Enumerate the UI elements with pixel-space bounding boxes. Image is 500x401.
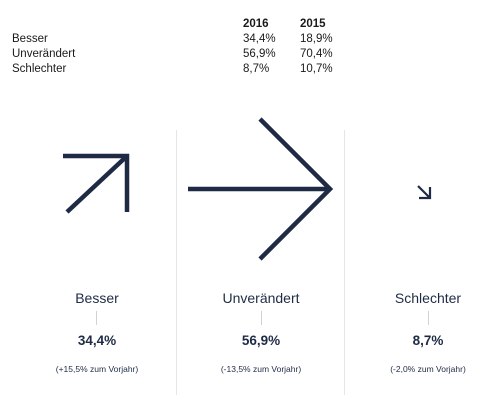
panel-label: Unverändert [222, 290, 300, 306]
arrow-up-right-icon [63, 153, 130, 214]
table-row-label: Unverändert [12, 48, 76, 60]
panel-change: (-2,0% zum Vorjahr) [390, 364, 466, 374]
panel-tick [428, 311, 429, 325]
arrow-down-right-icon [417, 185, 432, 200]
table-cell-2016: 8,7% [243, 63, 270, 75]
panel-value: 8,7% [412, 333, 444, 348]
panel-value: 56,9% [241, 333, 281, 348]
table-header-2015: 2015 [300, 18, 326, 30]
panel-label: Besser [75, 290, 119, 306]
table-cell-2016: 56,9% [243, 48, 276, 60]
table-cell-2015: 70,4% [300, 48, 333, 60]
table-cell-2015: 18,9% [300, 33, 333, 45]
panel-divider [176, 130, 177, 395]
panel-label: Schlechter [394, 290, 462, 306]
panel-tick [261, 311, 262, 325]
data-table: 2016 2015 Besser 34,4% 18,9% Unverändert… [0, 0, 500, 80]
table-cell-2016: 34,4% [243, 33, 276, 45]
table-cell-2015: 10,7% [300, 63, 333, 75]
table-row-label: Besser [12, 33, 48, 45]
table-row-label: Schlechter [12, 63, 67, 75]
panel-tick [96, 311, 97, 325]
panel-change: (-13,5% zum Vorjahr) [220, 364, 302, 374]
table-header-2016: 2016 [243, 18, 269, 30]
panel-value: 34,4% [77, 333, 117, 348]
arrow-right-icon [188, 117, 334, 261]
panel-divider [344, 130, 345, 395]
panel-change: (+15,5% zum Vorjahr) [55, 364, 139, 374]
